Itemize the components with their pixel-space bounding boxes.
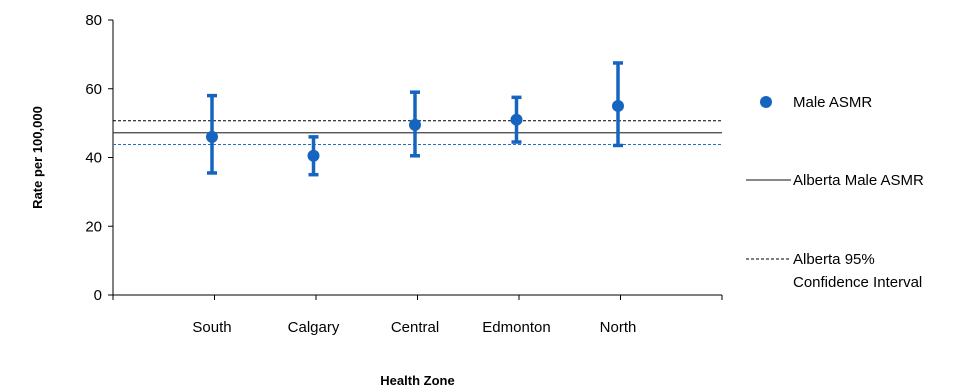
data-point-edmonton bbox=[510, 95, 523, 144]
data-point-north bbox=[612, 61, 624, 148]
x-tick-label-central: Central bbox=[391, 319, 439, 336]
marker bbox=[307, 149, 320, 162]
data-point-calgary bbox=[307, 135, 320, 177]
legend-label: Alberta Male ASMR bbox=[793, 172, 924, 189]
x-tick-label-south: South bbox=[192, 319, 231, 336]
y-tick-label-60: 60 bbox=[85, 81, 102, 98]
marker bbox=[409, 118, 421, 131]
x-axis-title: Health Zone bbox=[380, 373, 454, 388]
legend-item-male-asmr: Male ASMR bbox=[760, 94, 872, 111]
legend-item-alberta-male-asmr: Alberta Male ASMR bbox=[746, 172, 924, 189]
legend-marker-icon bbox=[760, 96, 772, 108]
y-tick-label-0: 0 bbox=[94, 287, 102, 304]
y-tick-label-40: 40 bbox=[85, 150, 102, 167]
y-tick-label-80: 80 bbox=[85, 12, 102, 29]
legend-label-line-1: Alberta 95% bbox=[793, 251, 875, 268]
y-tick-label-20: 20 bbox=[85, 218, 102, 235]
axes-layer: 0 20 40 60 80 South Calgary Central Edmonton Nort… bbox=[30, 12, 723, 388]
data-point-central bbox=[409, 90, 421, 158]
marker bbox=[612, 99, 624, 112]
data-point-south bbox=[206, 93, 218, 175]
y-axis-title: Rate per 100,000 bbox=[30, 106, 45, 209]
x-tick-label-calgary: Calgary bbox=[288, 319, 340, 336]
legend-label-line-2: Confidence Interval bbox=[793, 274, 922, 291]
legend: Male ASMR Alberta Male ASMR Alberta 95% Con… bbox=[746, 94, 924, 291]
series-layer bbox=[206, 61, 624, 177]
x-tick-label-edmonton: Edmonton bbox=[482, 319, 550, 336]
marker bbox=[206, 130, 218, 143]
x-tick-label-north: North bbox=[600, 319, 637, 336]
marker bbox=[510, 113, 523, 126]
legend-label: Male ASMR bbox=[793, 94, 872, 111]
legend-item-alberta-ci: Alberta 95% Confidence Interval bbox=[746, 251, 922, 291]
